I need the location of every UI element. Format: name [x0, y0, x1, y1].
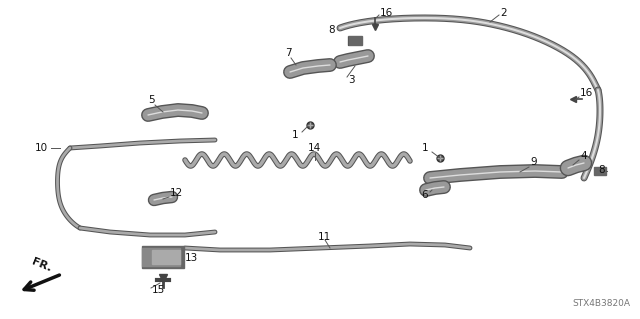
Text: 12: 12 [170, 188, 183, 198]
Text: 14: 14 [308, 143, 321, 153]
Text: 6: 6 [421, 190, 428, 200]
Text: 10: 10 [35, 143, 48, 153]
FancyBboxPatch shape [594, 167, 606, 175]
Text: 7: 7 [285, 48, 292, 58]
FancyBboxPatch shape [152, 250, 180, 264]
Text: 5: 5 [148, 95, 155, 105]
Text: 3: 3 [348, 75, 355, 85]
Text: 8: 8 [328, 25, 335, 35]
Text: 4: 4 [580, 151, 587, 161]
Text: 13: 13 [185, 253, 198, 263]
Text: 16: 16 [380, 8, 393, 18]
FancyBboxPatch shape [142, 248, 180, 266]
Text: 1: 1 [421, 143, 428, 153]
Text: 9: 9 [530, 157, 536, 167]
Text: 11: 11 [318, 232, 332, 242]
FancyBboxPatch shape [142, 246, 184, 268]
Text: FR.: FR. [31, 257, 53, 274]
Text: STX4B3820A: STX4B3820A [572, 299, 630, 308]
Text: 15: 15 [152, 285, 165, 295]
Text: 16: 16 [580, 88, 593, 98]
FancyBboxPatch shape [348, 36, 362, 45]
Text: 2: 2 [500, 8, 507, 18]
Text: 8: 8 [598, 165, 605, 175]
Text: 1: 1 [291, 130, 298, 140]
